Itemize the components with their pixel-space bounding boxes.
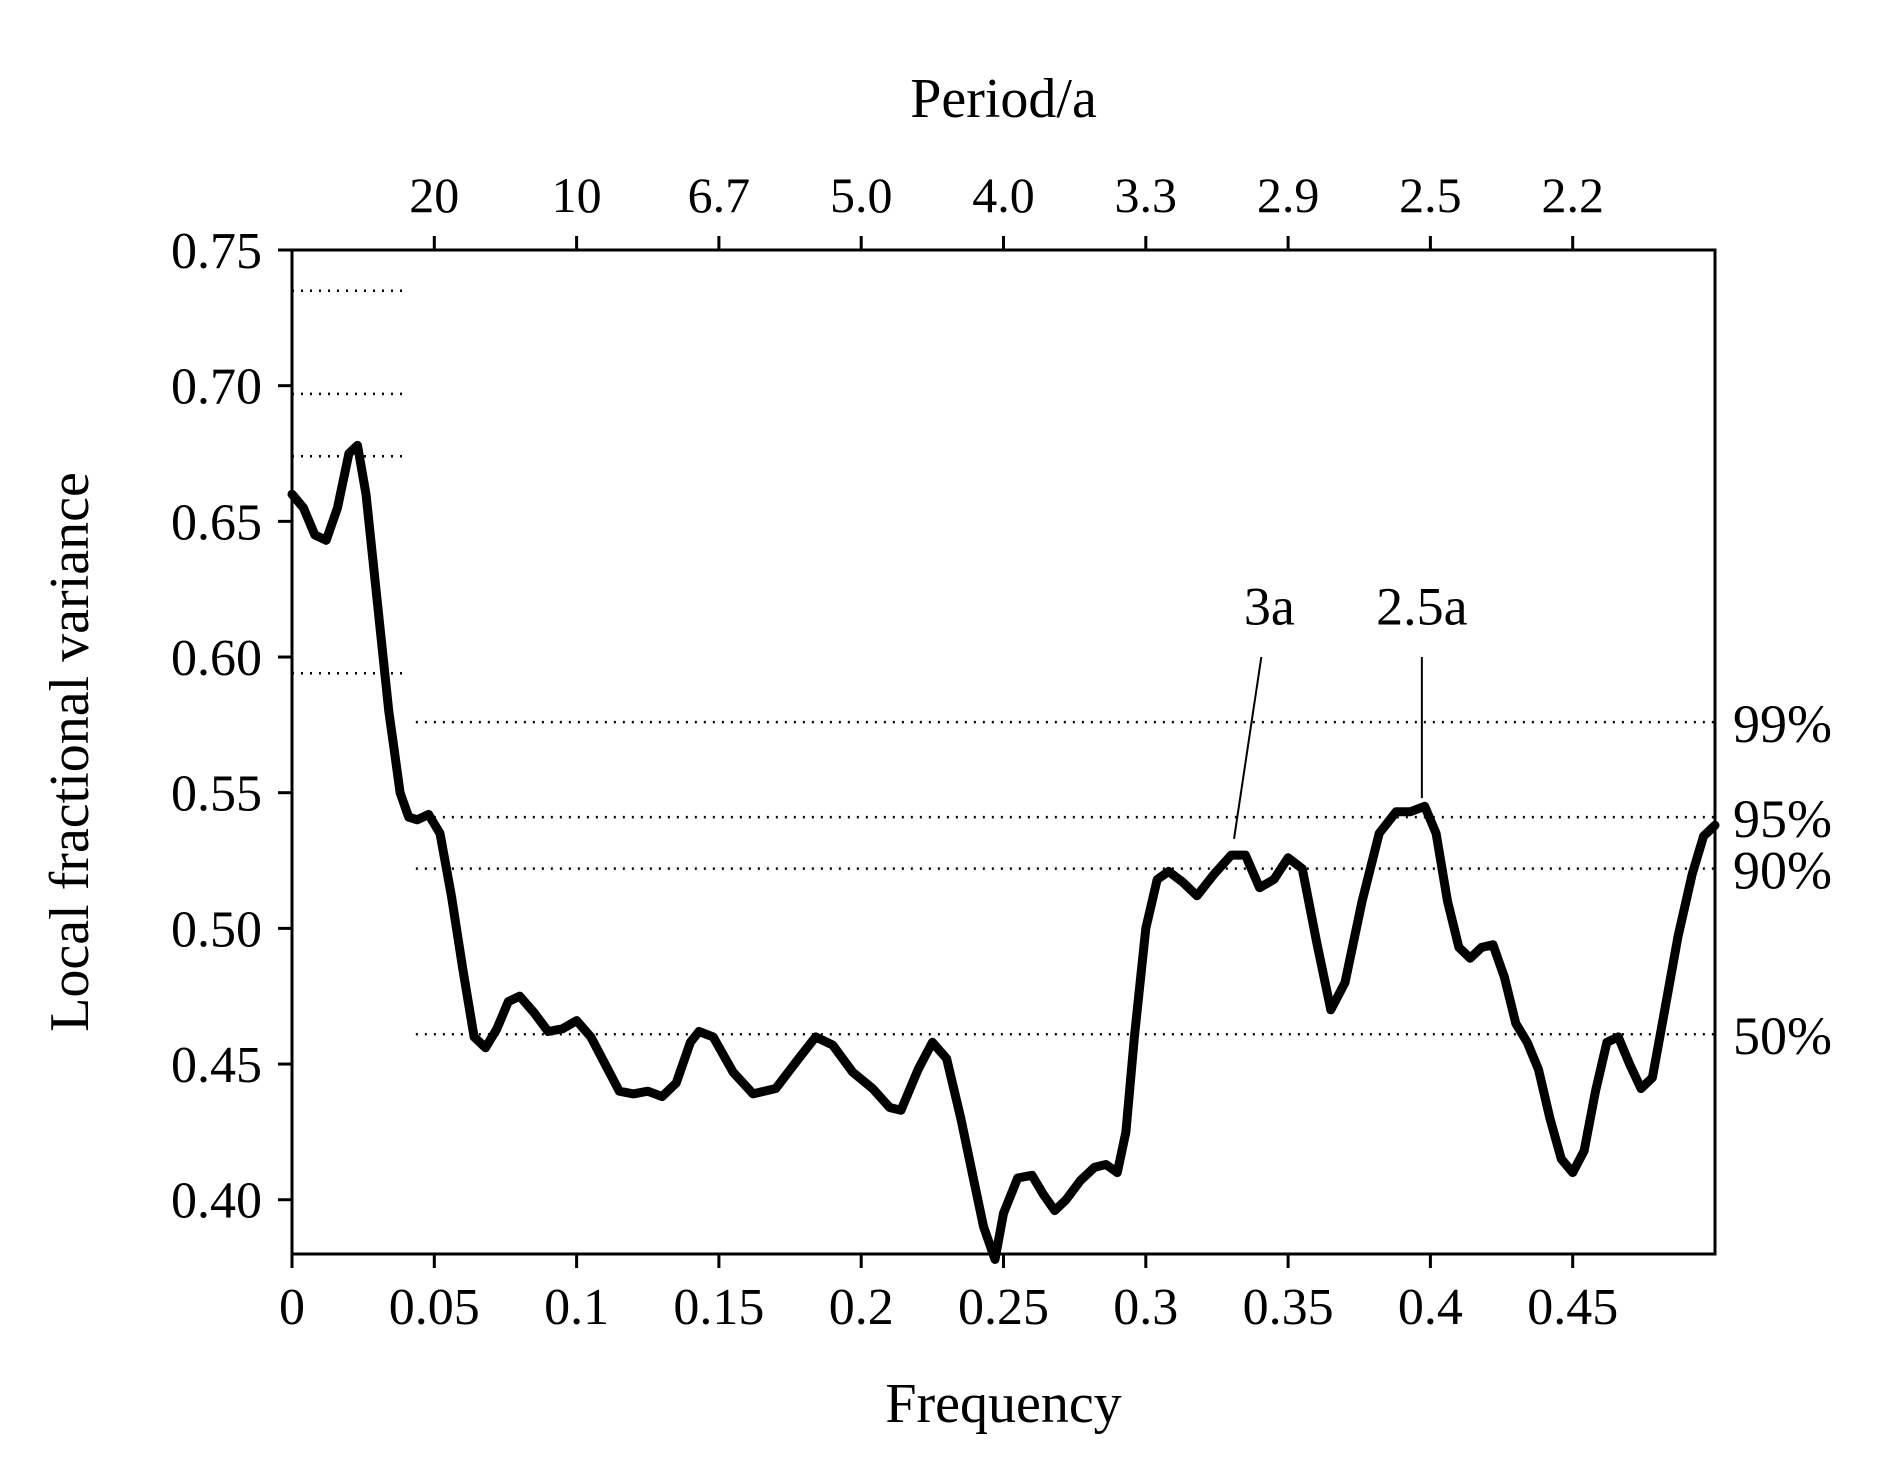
significance-label: 90% bbox=[1733, 841, 1832, 901]
significance-lines bbox=[292, 289, 1715, 1036]
y-tick-label: 0.45 bbox=[171, 1037, 262, 1094]
x-tick-label: 0.45 bbox=[1527, 1279, 1618, 1336]
x-axis-title: Frequency bbox=[885, 1373, 1121, 1435]
y-tick-label: 0.75 bbox=[171, 223, 262, 280]
top-tick-label: 20 bbox=[409, 167, 459, 223]
y-tick-label: 0.70 bbox=[171, 359, 262, 416]
y-tick-label: 0.40 bbox=[171, 1173, 262, 1230]
x-tick-label: 0.25 bbox=[958, 1279, 1049, 1336]
top-axis-title: Period/a bbox=[910, 68, 1097, 130]
significance-label: 99% bbox=[1733, 694, 1832, 754]
y-tick-label: 0.60 bbox=[171, 630, 262, 687]
x-tick-label: 0.4 bbox=[1398, 1279, 1463, 1336]
x-tick-label: 0.2 bbox=[829, 1279, 894, 1336]
plot-frame bbox=[290, 248, 1717, 1256]
top-tick-label: 6.7 bbox=[688, 167, 751, 223]
top-tick-label: 2.2 bbox=[1541, 167, 1604, 223]
significance-labels: 99% 95%90% 50% bbox=[1733, 694, 1832, 1066]
top-tick-label: 5.0 bbox=[830, 167, 893, 223]
x-tick-label: 0.1 bbox=[544, 1279, 609, 1336]
top-axis-ticks: 20 10 6.7 5.0 4.0 3.3 2.9 2.5 2.2 bbox=[409, 167, 1604, 250]
x-tick-label: 0.35 bbox=[1243, 1279, 1334, 1336]
variance-curve bbox=[287, 440, 1720, 1264]
peak-annotation-label: 3a bbox=[1244, 576, 1295, 636]
top-tick-label: 10 bbox=[552, 167, 602, 223]
top-tick-label: 4.0 bbox=[972, 167, 1035, 223]
peak-annotations: 3a 2.5a bbox=[1233, 576, 1468, 839]
y-axis-title: Local fractional variance bbox=[39, 472, 101, 1032]
x-tick-label: 0.15 bbox=[673, 1279, 764, 1336]
variance-curve-line bbox=[287, 440, 1720, 1264]
top-tick-label: 3.3 bbox=[1115, 167, 1178, 223]
x-axis-ticks: 0 0.05 0.1 0.15 0.2 0.25 0.3 0.35 0.4 0.45 bbox=[279, 1254, 1618, 1336]
peak-annotation-label: 2.5a bbox=[1376, 576, 1468, 636]
top-tick-label: 2.9 bbox=[1257, 167, 1320, 223]
significance-label: 95% bbox=[1733, 789, 1832, 849]
y-tick-label: 0.50 bbox=[171, 901, 262, 958]
x-tick-label: 0.3 bbox=[1113, 1279, 1178, 1336]
peak-annotation-leader bbox=[1233, 656, 1263, 839]
y-tick-label: 0.55 bbox=[171, 766, 262, 823]
x-tick-label: 0 bbox=[279, 1279, 305, 1336]
x-tick-label: 0.05 bbox=[389, 1279, 480, 1336]
top-tick-label: 2.5 bbox=[1399, 167, 1462, 223]
y-tick-label: 0.65 bbox=[171, 494, 262, 551]
y-axis-ticks: 0.75 0.70 0.65 0.60 0.55 0.50 0.45 0.40 bbox=[171, 223, 292, 1230]
significance-label: 50% bbox=[1733, 1006, 1832, 1066]
